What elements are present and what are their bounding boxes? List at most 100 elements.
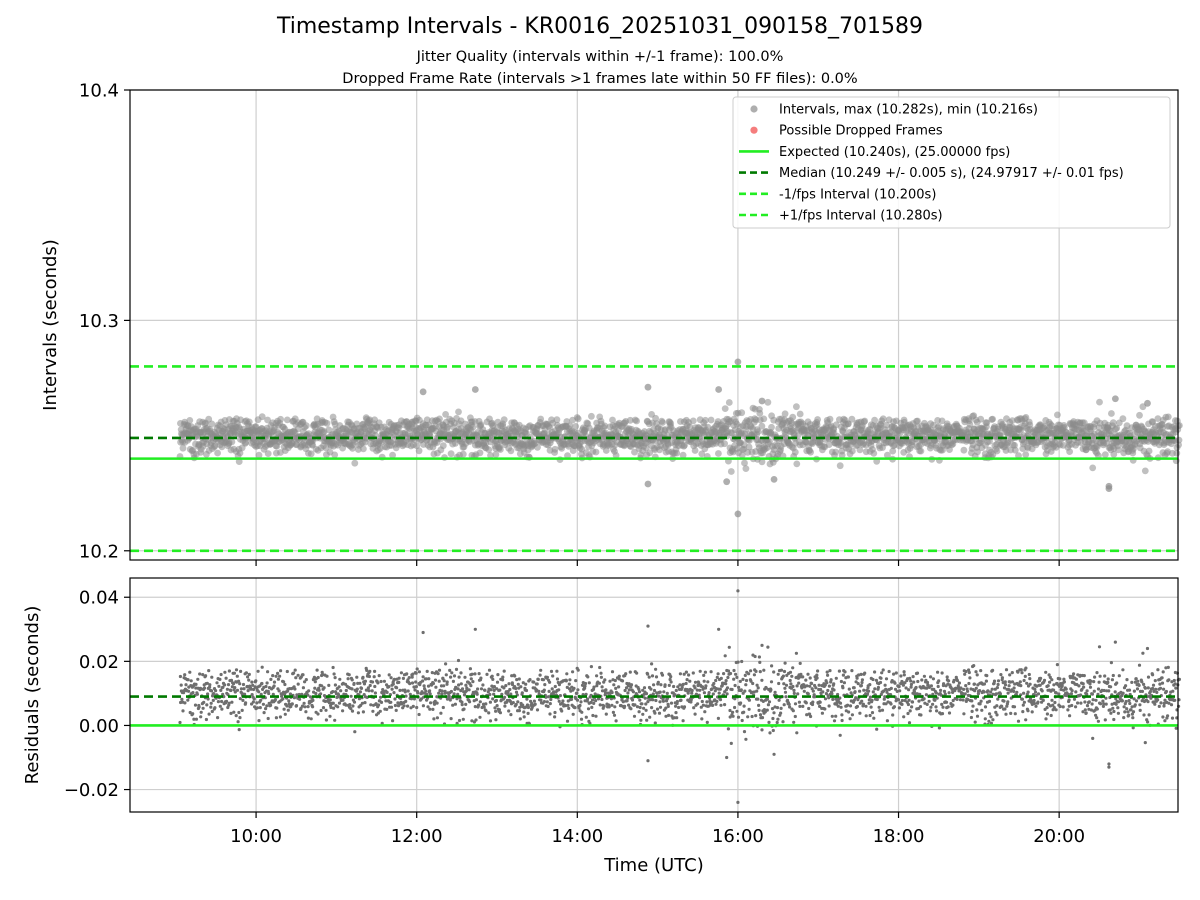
- residual-point: [961, 698, 965, 702]
- residual-point: [884, 702, 888, 706]
- residual-point: [681, 682, 685, 686]
- residual-point: [781, 674, 786, 678]
- residual-point: [662, 690, 666, 694]
- residual-point: [788, 678, 792, 683]
- residual-point: [1010, 680, 1015, 684]
- residual-point: [395, 686, 399, 690]
- residual-point: [591, 713, 595, 718]
- interval-point: [989, 415, 996, 423]
- residual-point: [906, 702, 911, 707]
- residual-point: [350, 687, 354, 691]
- residual-point: [842, 681, 847, 685]
- residual-point: [901, 683, 906, 687]
- residual-point: [927, 699, 931, 703]
- residual-point: [1016, 670, 1020, 674]
- residual-point: [232, 710, 236, 714]
- residual-point: [716, 672, 720, 676]
- residual-point: [470, 672, 474, 676]
- residual-point: [214, 689, 218, 693]
- residual-point: [910, 705, 914, 709]
- residual-point: [252, 687, 256, 692]
- residual-point: [735, 709, 739, 713]
- residual-point: [829, 678, 833, 682]
- residual-point: [1058, 677, 1062, 681]
- residual-point: [862, 688, 866, 692]
- residual-point: [783, 661, 787, 665]
- residual-point: [366, 686, 370, 690]
- residual-point: [583, 684, 587, 688]
- interval-point: [307, 450, 315, 458]
- residual-point: [986, 689, 990, 693]
- residual-point: [1032, 701, 1036, 706]
- residual-point: [264, 707, 268, 711]
- interval-point: [870, 450, 878, 457]
- residual-point: [864, 704, 868, 708]
- residual-point: [191, 691, 195, 695]
- residual-point: [1013, 712, 1017, 716]
- residual-point: [815, 673, 819, 677]
- residual-point: [770, 707, 775, 711]
- residual-point: [543, 683, 547, 687]
- interval-point: [791, 448, 799, 456]
- residual-point: [448, 668, 452, 673]
- residual-point: [1033, 687, 1037, 691]
- residual-point: [567, 706, 571, 711]
- residual-point: [974, 686, 978, 690]
- residual-point: [252, 697, 256, 701]
- residual-point: [1061, 705, 1065, 709]
- residual-point: [373, 691, 377, 695]
- residual-point: [196, 677, 200, 681]
- residual-point: [1060, 684, 1064, 688]
- residual-point: [677, 705, 681, 710]
- interval-point: [1054, 411, 1061, 419]
- residual-point: [827, 704, 831, 708]
- residual-point: [656, 680, 660, 684]
- residual-point: [737, 685, 741, 690]
- residual-point: [449, 689, 453, 694]
- residual-point: [632, 714, 637, 718]
- residual-point: [704, 684, 708, 688]
- residual-point: [437, 679, 441, 683]
- residual-point: [1053, 700, 1057, 705]
- interval-point: [1008, 417, 1016, 424]
- residual-point: [273, 698, 277, 702]
- interval-point: [914, 417, 921, 425]
- residual-point: [205, 703, 209, 707]
- residual-point: [526, 711, 530, 716]
- residual-point: [598, 703, 602, 707]
- residual-point: [358, 690, 362, 694]
- residual-point: [275, 706, 279, 710]
- residual-point: [728, 671, 733, 676]
- residual-point: [806, 672, 810, 676]
- residual-point: [244, 671, 248, 675]
- interval-point: [1145, 447, 1153, 455]
- residual-point: [860, 678, 865, 682]
- residual-point: [394, 708, 398, 713]
- interval-point: [1175, 436, 1183, 444]
- residual-point: [693, 680, 698, 684]
- interval-point: [756, 409, 764, 417]
- residual-point: [989, 690, 993, 694]
- residual-point: [1054, 708, 1058, 712]
- residual-point: [971, 704, 975, 708]
- residual-point: [974, 670, 978, 674]
- residual-point: [867, 698, 871, 702]
- interval-point: [1141, 467, 1149, 475]
- residual-point: [955, 678, 960, 683]
- residual-point: [1002, 699, 1006, 703]
- residual-point: [798, 704, 802, 709]
- residual-point: [742, 730, 747, 734]
- residual-point: [469, 677, 473, 681]
- residual-point: [269, 677, 273, 682]
- residual-point: [513, 674, 517, 678]
- residual-point: [897, 706, 902, 710]
- legend-marker: [750, 126, 758, 134]
- residual-point: [201, 673, 205, 677]
- residual-point: [1008, 673, 1012, 677]
- residual-point: [332, 706, 336, 710]
- residual-point: [449, 717, 453, 721]
- interval-point: [572, 423, 580, 430]
- residual-point: [574, 679, 578, 683]
- residual-point: [355, 675, 359, 679]
- residual-point: [184, 683, 188, 687]
